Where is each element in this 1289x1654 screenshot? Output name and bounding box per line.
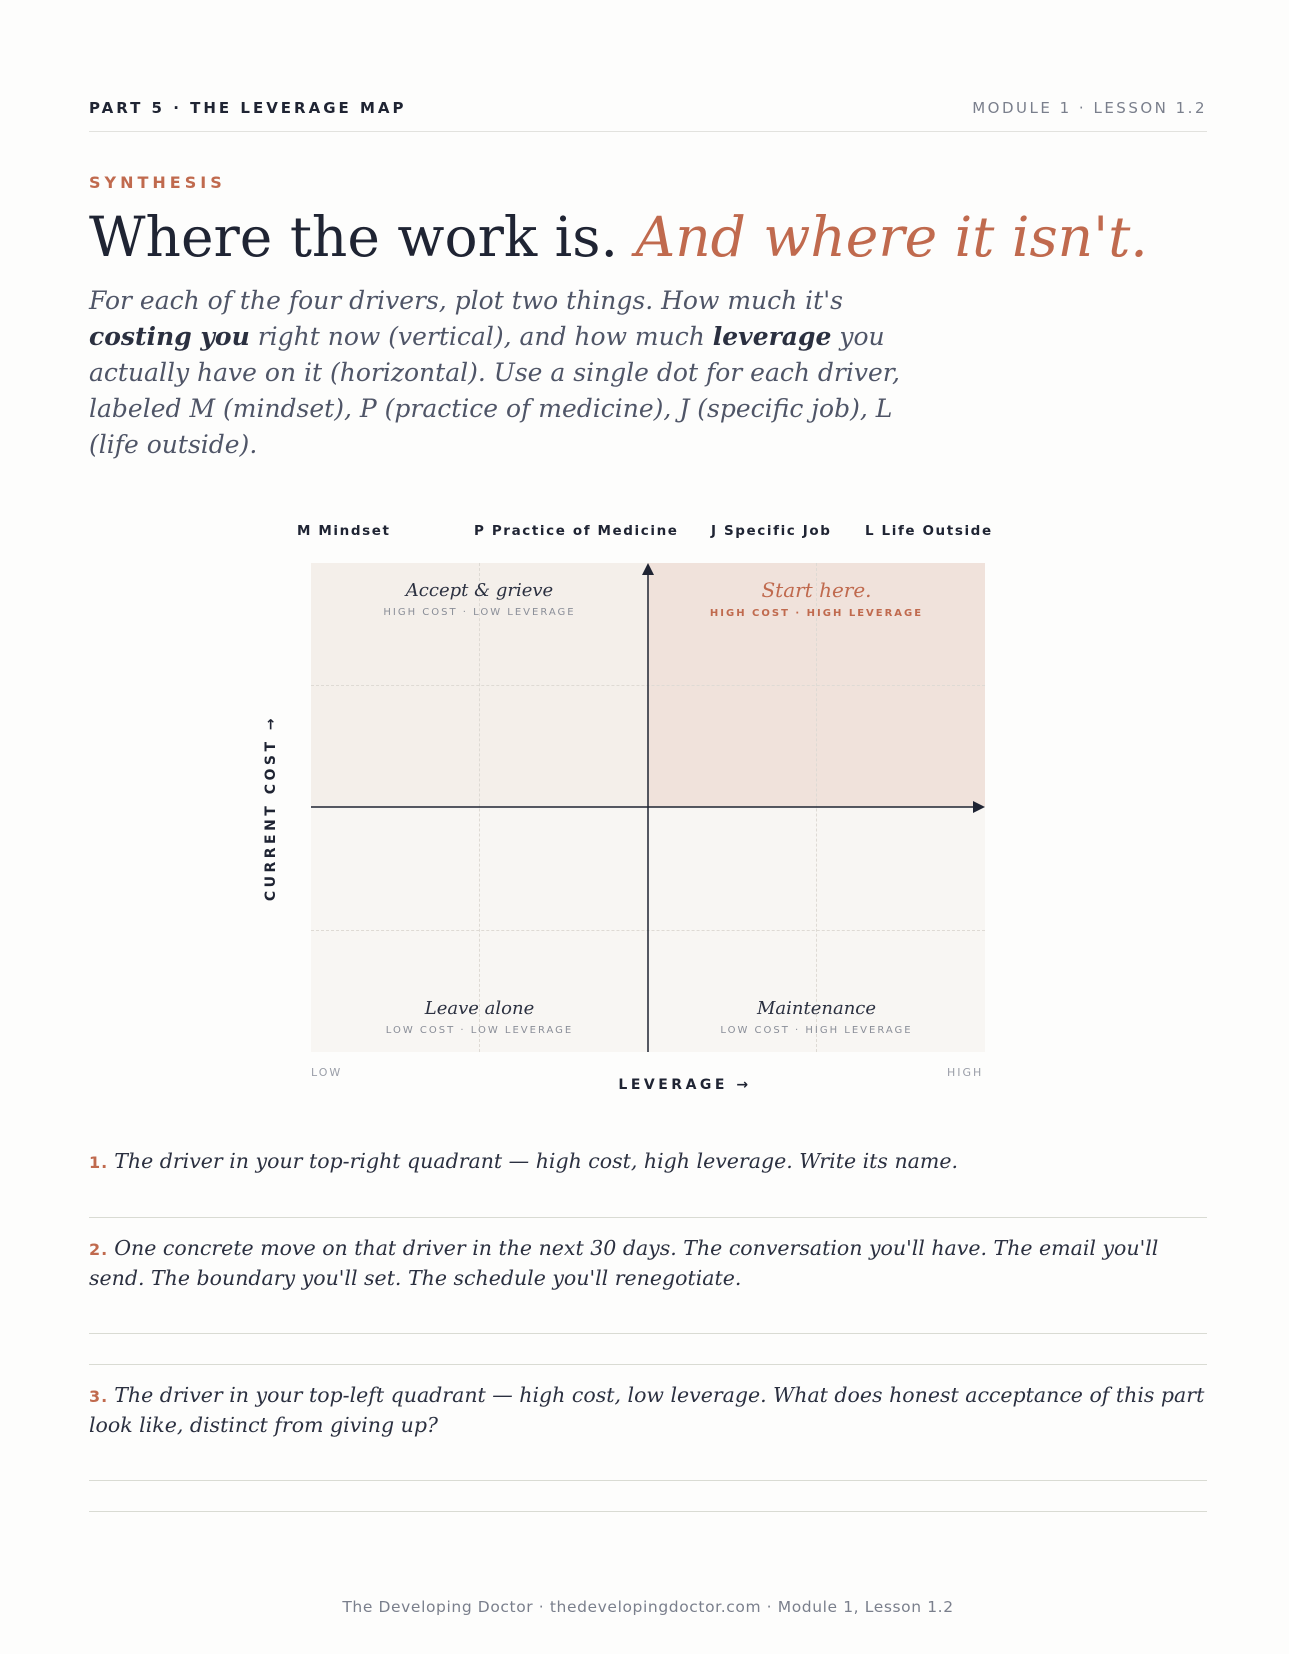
question-2: 2. One concrete move on that driver in th… [89,1234,1207,1293]
y-axis-arrow [642,563,654,575]
question-text: One concrete move on that driver in the … [89,1236,1159,1290]
intro-text-2: right now (vertical), and how much [249,322,713,351]
part-label: PART 5 · THE LEVERAGE MAP [89,99,407,117]
answer-line[interactable] [89,1217,1207,1218]
question-text: The driver in your top-left quadrant — h… [89,1383,1205,1437]
question-number: 3. [89,1387,109,1406]
intro-text-1: For each of the four drivers, plot two t… [89,286,843,315]
x-axis-low-label: LOW [311,1066,343,1079]
quadrant-label-maintenance: Maintenance LOW COST · HIGH LEVERAGE [720,998,913,1036]
title-accent: And where it isn't. [635,205,1148,269]
page-title: Where the work is. And where it isn't. [89,203,1148,271]
legend-item-job: J Specific Job [711,523,832,539]
legend-item-life: L Life Outside [865,523,993,539]
answer-line[interactable] [89,1511,1207,1512]
question-number: 1. [89,1153,109,1172]
intro-text-3: you actually have on it (horizontal). Us… [89,322,900,459]
intro-bold-2: leverage [712,322,832,351]
section-eyebrow: SYNTHESIS [89,173,226,192]
page-footer: The Developing Doctor · thedevelopingdoc… [342,1598,954,1616]
question-text: The driver in your top-right quadrant — … [114,1149,958,1173]
leverage-map-chart[interactable]: Accept & grieve HIGH COST · LOW LEVERAGE… [311,563,985,1052]
y-axis-title: CURRENT COST → [263,714,279,902]
answer-line[interactable] [89,1333,1207,1334]
question-1: 1. The driver in your top-right quadrant … [89,1147,1207,1177]
intro-bold-1: costing you [89,322,250,351]
answer-line[interactable] [89,1480,1207,1481]
worksheet-page: PART 5 · THE LEVERAGE MAP MODULE 1 · LES… [89,0,1207,1654]
x-axis-title: LEVERAGE → [618,1077,752,1093]
legend-item-practice: P Practice of Medicine [474,523,679,539]
x-axis-high-label: HIGH [947,1066,984,1079]
page-header: PART 5 · THE LEVERAGE MAP MODULE 1 · LES… [89,97,1207,132]
question-3: 3. The driver in your top-left quadrant —… [89,1381,1207,1440]
quadrant-label-start-here: Start here. HIGH COST · HIGH LEVERAGE [709,578,924,619]
axes [311,563,985,1052]
quadrant-label-accept: Accept & grieve HIGH COST · LOW LEVERAGE [383,580,576,618]
legend-item-mindset: M Mindset [297,523,391,539]
intro-paragraph: For each of the four drivers, plot two t… [89,283,939,463]
title-plain: Where the work is. [89,205,618,269]
module-label: MODULE 1 · LESSON 1.2 [972,99,1207,117]
quadrant-label-leave-alone: Leave alone LOW COST · LOW LEVERAGE [385,998,574,1036]
answer-line[interactable] [89,1364,1207,1365]
question-number: 2. [89,1240,109,1259]
x-axis-arrow [973,801,985,813]
